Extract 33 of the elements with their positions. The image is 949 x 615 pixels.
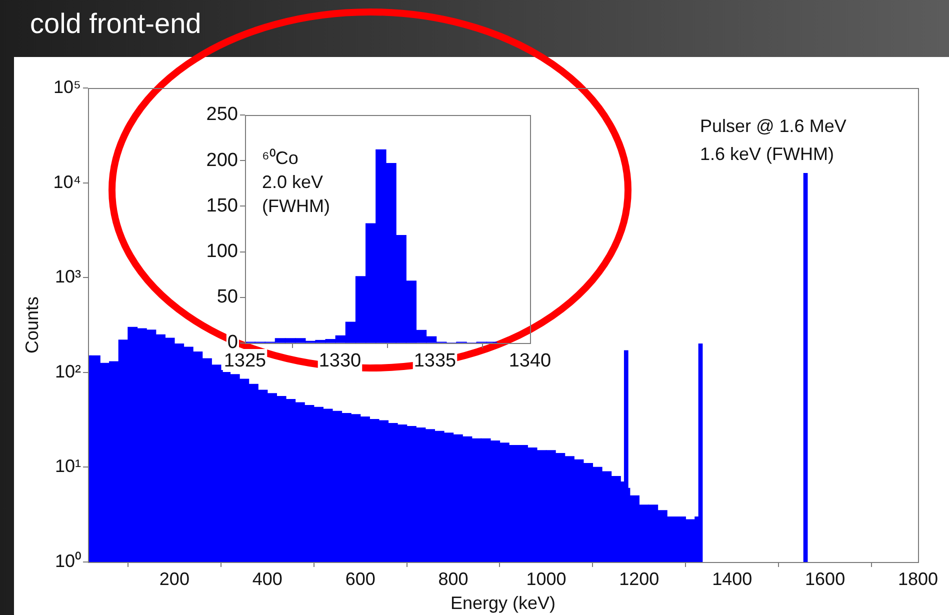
x-tick-label: 1400 [712,568,752,589]
x-tick-label: 600 [345,568,376,589]
annotation: (FWHM) [262,196,330,216]
x-tick-label: 1600 [805,568,846,589]
y-tick-label: 100 [206,241,238,262]
y-tick-label: 10⁰ [54,550,81,571]
x-tick-label: 1340 [508,350,552,372]
y-tick-label: 150 [206,195,238,216]
x-tick-label: 1200 [619,568,660,589]
y-tick-label: 10⁵ [54,76,81,97]
y-tick-label: 0 [227,332,238,354]
y-tick-label: 50 [216,286,238,308]
y-tick-label: 250 [206,104,238,126]
x-tick-label: 200 [159,568,190,589]
annotation: 2.0 keV [262,172,324,192]
x-tick-label: 1330 [318,350,362,372]
y-tick-label: 10¹ [54,456,82,476]
x-tick-label: 1325 [224,350,266,372]
y-axis-title: Counts [22,296,42,354]
chart-title: cold front-end [30,8,202,40]
x-axis-title: Energy (keV) [450,593,556,614]
y-tick-label: 10² [54,361,82,382]
y-tick-label: 10³ [54,266,82,287]
x-tick-label: 800 [438,568,468,589]
annotation: 1.6 keV (FWHM) [700,144,834,164]
annotation: ⁶⁰Co [262,148,298,168]
x-tick-label: 1335 [414,350,456,372]
x-tick-label: 1000 [526,568,566,589]
annotation: Pulser @ 1.6 MeV [700,116,846,136]
y-tick-label: 10⁴ [53,172,81,192]
y-tick-label: 200 [206,150,238,171]
x-tick-label: 1800 [898,568,938,589]
x-tick-label: 400 [252,568,282,589]
